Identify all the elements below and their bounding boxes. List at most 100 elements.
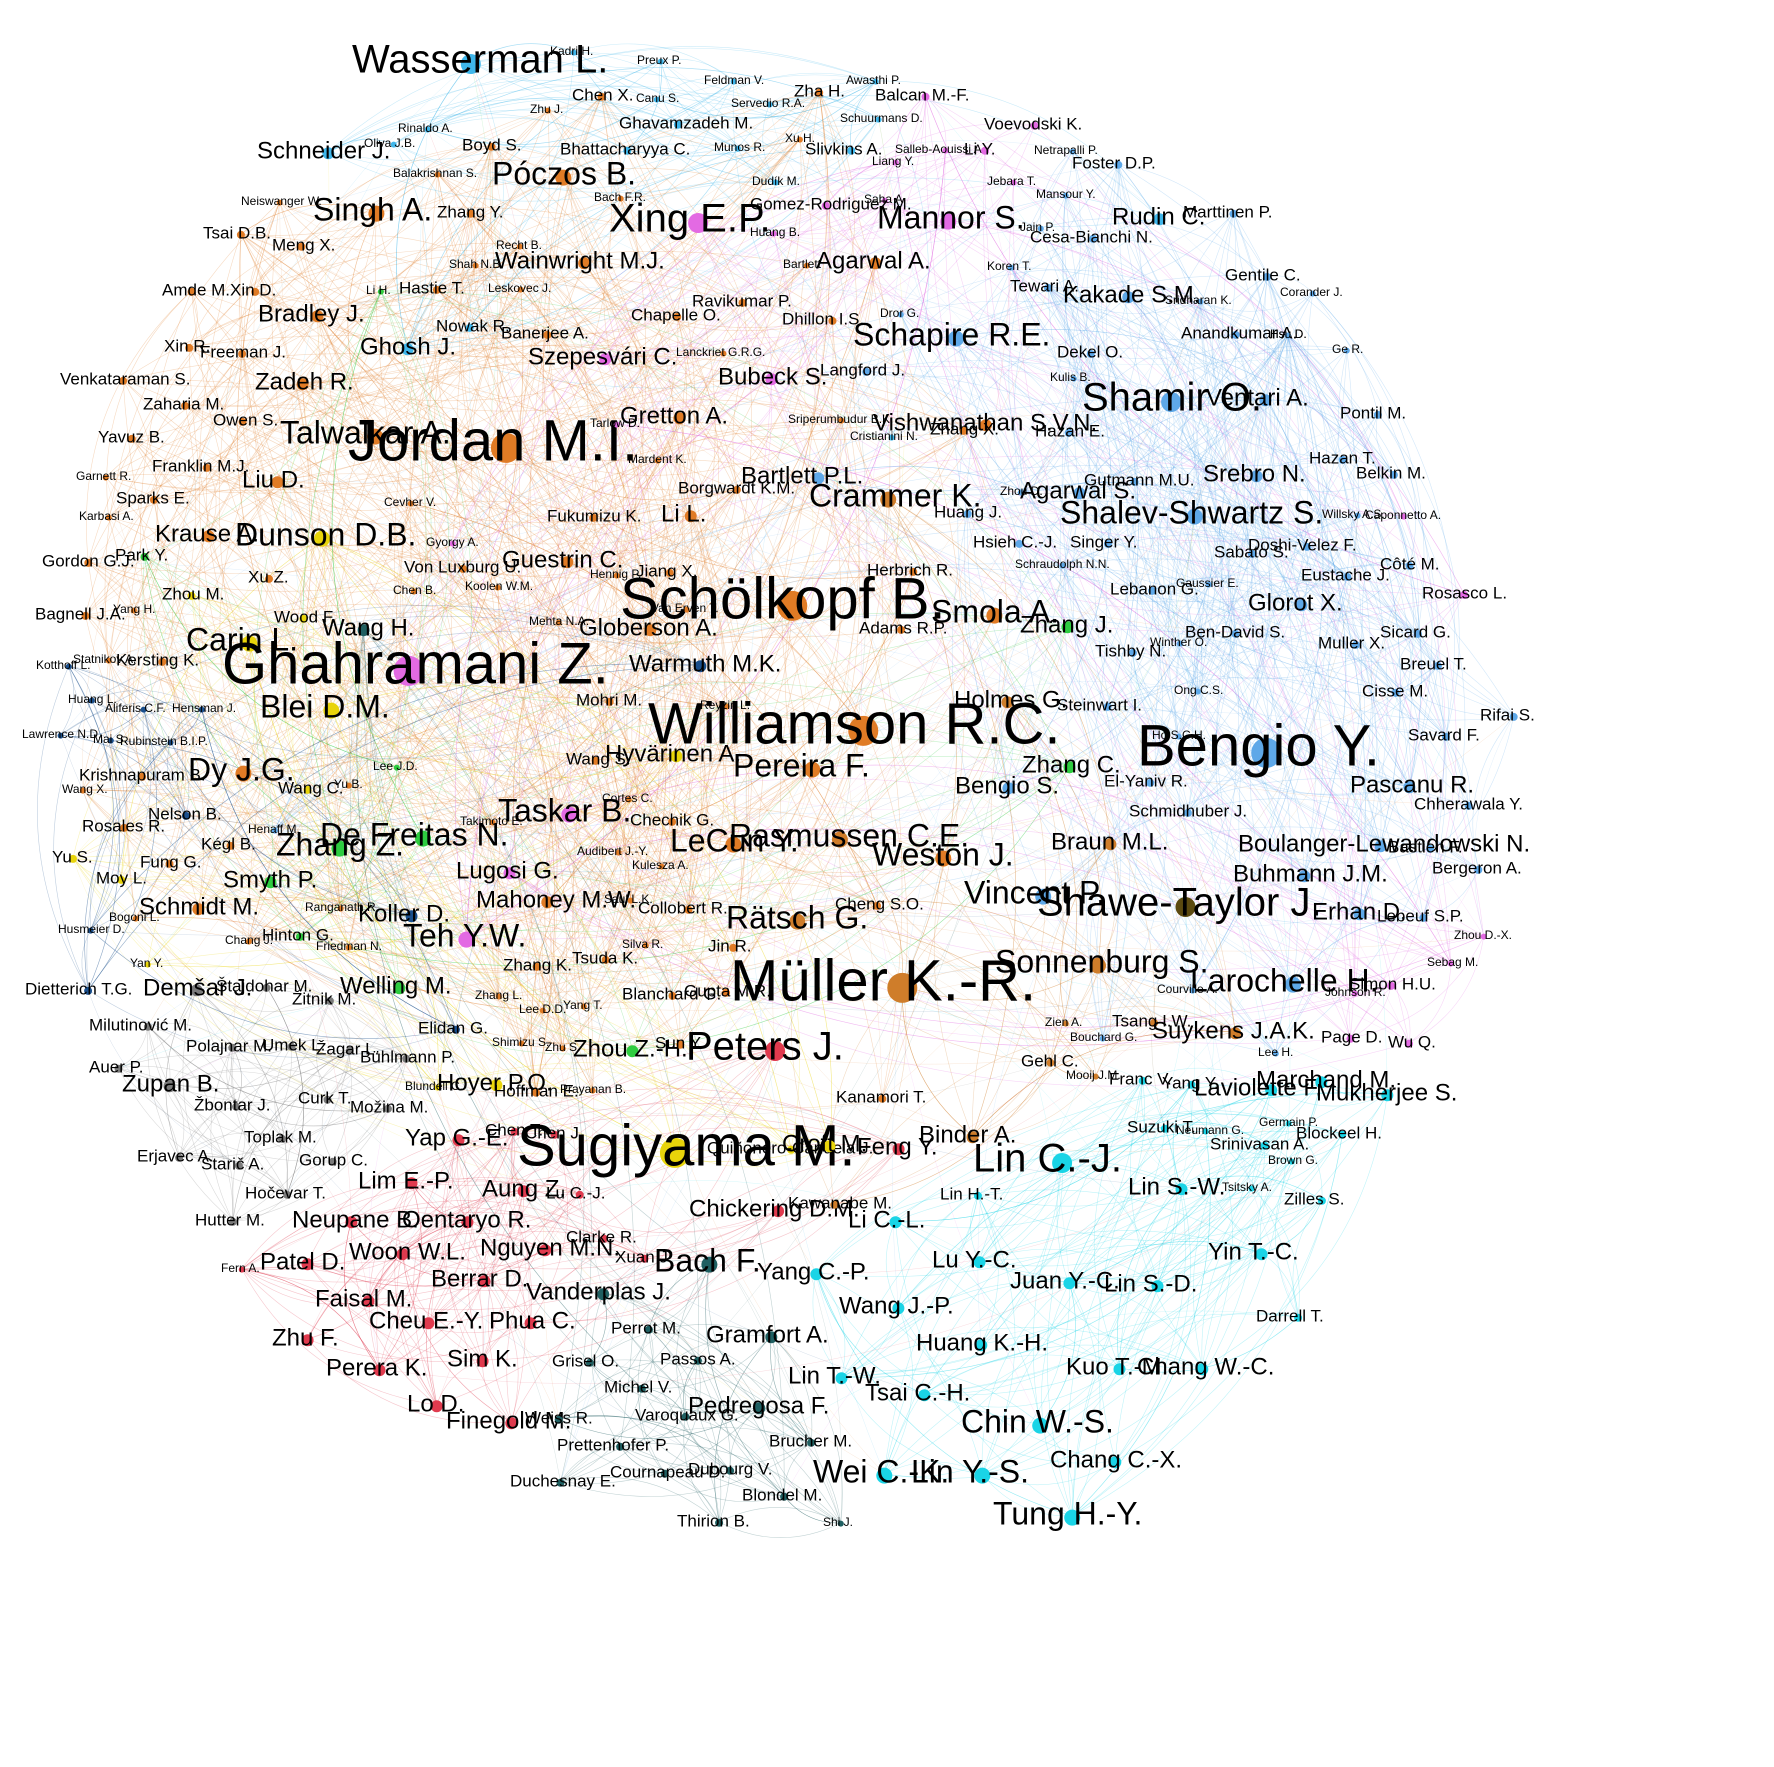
coauthor-edge (620, 197, 903, 1099)
coauthor-edge (1178, 735, 1410, 796)
coauthor-edge (593, 315, 679, 518)
author-label: Chen B. (393, 583, 436, 597)
author-label: Hensman J. (172, 701, 236, 715)
coauthor-edge (348, 416, 680, 786)
coauthor-edge (817, 237, 1094, 478)
coauthor-edge (153, 264, 476, 500)
author-label: Chapelle O. (631, 305, 721, 324)
coauthor-edge (1043, 690, 1199, 896)
author-label: Zadeh R. (255, 368, 354, 395)
coauthor-edge (1079, 491, 1396, 693)
coauthor-edge (108, 352, 243, 828)
coauthor-edge (218, 201, 341, 909)
author-node: Boyd S. (462, 135, 522, 154)
coauthor-edge (650, 602, 793, 637)
coauthor-edge (1079, 483, 1308, 547)
coauthor-edge (1079, 491, 1439, 666)
coauthor-edge (374, 416, 680, 465)
author-label: Schuurmans D. (840, 111, 923, 125)
coauthor-edge (380, 290, 449, 768)
author-label: Hazan E. (1035, 421, 1105, 440)
coauthor-edge (185, 404, 864, 729)
coauthor-edge (698, 95, 926, 222)
coauthor-edge (255, 249, 678, 317)
author-node: Collobert R. (638, 898, 728, 917)
author-label: Fung G. (140, 852, 201, 871)
coauthor-edge (967, 512, 1133, 653)
coauthor-edge (431, 173, 673, 822)
coauthor-edge (302, 264, 807, 402)
coauthor-edge (1354, 992, 1410, 1044)
coauthor-edge (1346, 992, 1355, 1039)
coauthor-edge (573, 51, 657, 100)
coauthor-edge (567, 204, 826, 814)
coauthor-edge (509, 423, 633, 873)
coauthor-edge (671, 820, 734, 948)
author-node: Kersting K. (116, 650, 199, 669)
author-node: Balcan M.-F. (875, 85, 969, 104)
author-node: Lin S.-W. (1128, 1173, 1225, 1200)
author-label: Szepesvári C. (528, 343, 677, 370)
coauthor-edge (586, 138, 801, 761)
author-node: Možina M. (350, 1097, 428, 1116)
coauthor-edge (1068, 333, 1236, 433)
author-node: Yang T. (563, 998, 603, 1012)
coauthor-edge (509, 871, 1484, 1029)
coauthor-edge (601, 95, 833, 321)
coauthor-edge (230, 514, 691, 846)
coauthor-edge (413, 570, 914, 645)
coauthor-edge (410, 502, 813, 769)
author-node: Von Luxburg U. (404, 557, 521, 576)
coauthor-edge (884, 199, 1484, 937)
coauthor-edge (248, 868, 689, 942)
author-node: Gyorgy A. (426, 535, 479, 549)
coauthor-edge (274, 489, 1080, 831)
author-label: Bach F. (654, 1242, 761, 1278)
coauthor-edge (547, 333, 654, 630)
coauthor-edge (305, 145, 492, 909)
author-label: Sparks E. (116, 488, 190, 507)
coauthor-edge (498, 459, 670, 997)
coauthor-edge (900, 269, 1201, 315)
coauthor-edge (1107, 705, 1410, 795)
coauthor-edge (85, 614, 734, 948)
coauthor-edge (1472, 715, 1514, 870)
coauthor-edge (769, 95, 1160, 219)
coauthor-edge (108, 628, 651, 714)
author-label: Lee J.D. (373, 759, 418, 773)
coauthor-edge (645, 514, 725, 946)
coauthor-edge (1196, 552, 1253, 692)
author-label: Meng X. (272, 235, 335, 254)
author-node: Perera K. (326, 1354, 427, 1381)
coauthor-edge (1192, 300, 1381, 846)
coauthor-edge (1065, 194, 1094, 239)
coauthor-edge (900, 313, 1357, 645)
coauthor-edge (548, 264, 808, 1049)
coauthor-edge (242, 288, 521, 422)
author-node: Cisse M. (1362, 681, 1428, 700)
coauthor-edge (410, 502, 610, 702)
coauthor-edge (1107, 542, 1446, 737)
coauthor-edge (277, 480, 368, 909)
coauthor-edge (393, 118, 879, 193)
author-label: Fern A. (221, 1261, 260, 1275)
coauthor-edge (496, 95, 602, 446)
coauthor-edge (1395, 691, 1416, 787)
coauthor-edge (410, 399, 842, 504)
coauthor-edge (521, 965, 541, 1044)
author-node: Lim E.-P. (358, 1167, 454, 1194)
coauthor-edge (393, 97, 679, 145)
coauthor-edge (230, 746, 596, 846)
coauthor-edge (470, 61, 892, 438)
coauthor-edge (169, 842, 734, 925)
coauthor-edge (1089, 781, 1151, 1039)
author-node: Zupan B. (122, 1070, 219, 1097)
coauthor-edge (925, 95, 1465, 595)
coauthor-edge (1013, 181, 1404, 517)
coauthor-edge (573, 51, 776, 183)
coauthor-edge (547, 109, 743, 303)
coauthor-edge (583, 91, 820, 263)
coauthor-edge (270, 715, 1070, 882)
coauthor-edge (1065, 194, 1098, 433)
coauthor-edge (1275, 735, 1447, 1054)
